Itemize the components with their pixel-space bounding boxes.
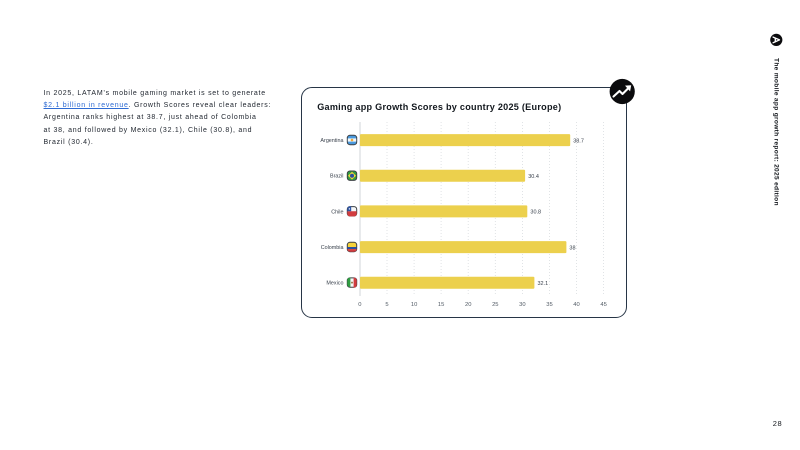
svg-text:Argentina: Argentina [320,138,343,144]
svg-text:30: 30 [519,302,525,308]
svg-text:40: 40 [573,302,579,308]
svg-text:32.1: 32.1 [538,281,549,287]
svg-text:Brazil: Brazil [330,174,343,180]
svg-text:30.8: 30.8 [530,210,541,216]
svg-text:25: 25 [492,302,498,308]
svg-text:Chile: Chile [331,209,343,215]
svg-text:30.4: 30.4 [528,174,539,180]
svg-text:20: 20 [465,302,471,308]
svg-text:10: 10 [411,302,417,308]
svg-text:38.7: 38.7 [573,138,584,144]
svg-text:45: 45 [600,302,606,308]
svg-text:Colombia: Colombia [321,245,344,251]
svg-text:35: 35 [546,302,552,308]
svg-text:5: 5 [385,302,388,308]
svg-text:0: 0 [358,302,361,308]
svg-text:38: 38 [569,245,575,251]
svg-text:15: 15 [438,302,444,308]
svg-text:Mexico: Mexico [326,281,343,287]
